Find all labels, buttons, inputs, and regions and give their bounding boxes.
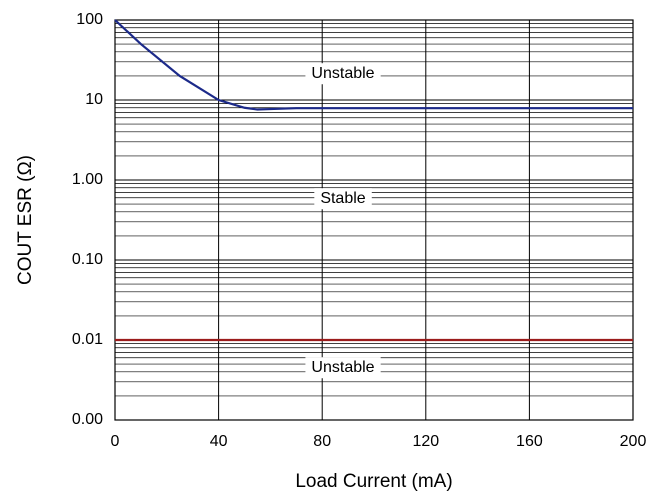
- y-tick-label: 0.00: [72, 411, 103, 428]
- annotation-background: [314, 188, 372, 210]
- x-axis-title: Load Current (mA): [295, 471, 452, 492]
- y-tick-label: 0.01: [72, 331, 103, 348]
- x-tick-label: 0: [111, 433, 120, 450]
- annotation: Unstable: [311, 65, 374, 82]
- x-tick-label: 80: [313, 433, 331, 450]
- y-axis-title: COUT ESR (Ω): [15, 155, 36, 285]
- plot-border: [114, 19, 634, 421]
- x-tick-label: 120: [412, 433, 439, 450]
- y-tick-label: 0.10: [72, 251, 103, 268]
- y-tick-label: 100: [76, 11, 103, 28]
- x-tick-label: 200: [620, 433, 647, 450]
- annotation-background: [305, 63, 381, 85]
- plot-area: [115, 20, 633, 420]
- x-tick-label: 160: [516, 433, 543, 450]
- y-tick-label: 1.00: [72, 171, 103, 188]
- annotation: Stable: [320, 190, 365, 207]
- y-tick-label: 10: [85, 91, 103, 108]
- x-tick-label: 40: [210, 433, 228, 450]
- series-line: [114, 19, 633, 111]
- annotation: Unstable: [311, 359, 374, 376]
- annotation-background: [305, 357, 381, 379]
